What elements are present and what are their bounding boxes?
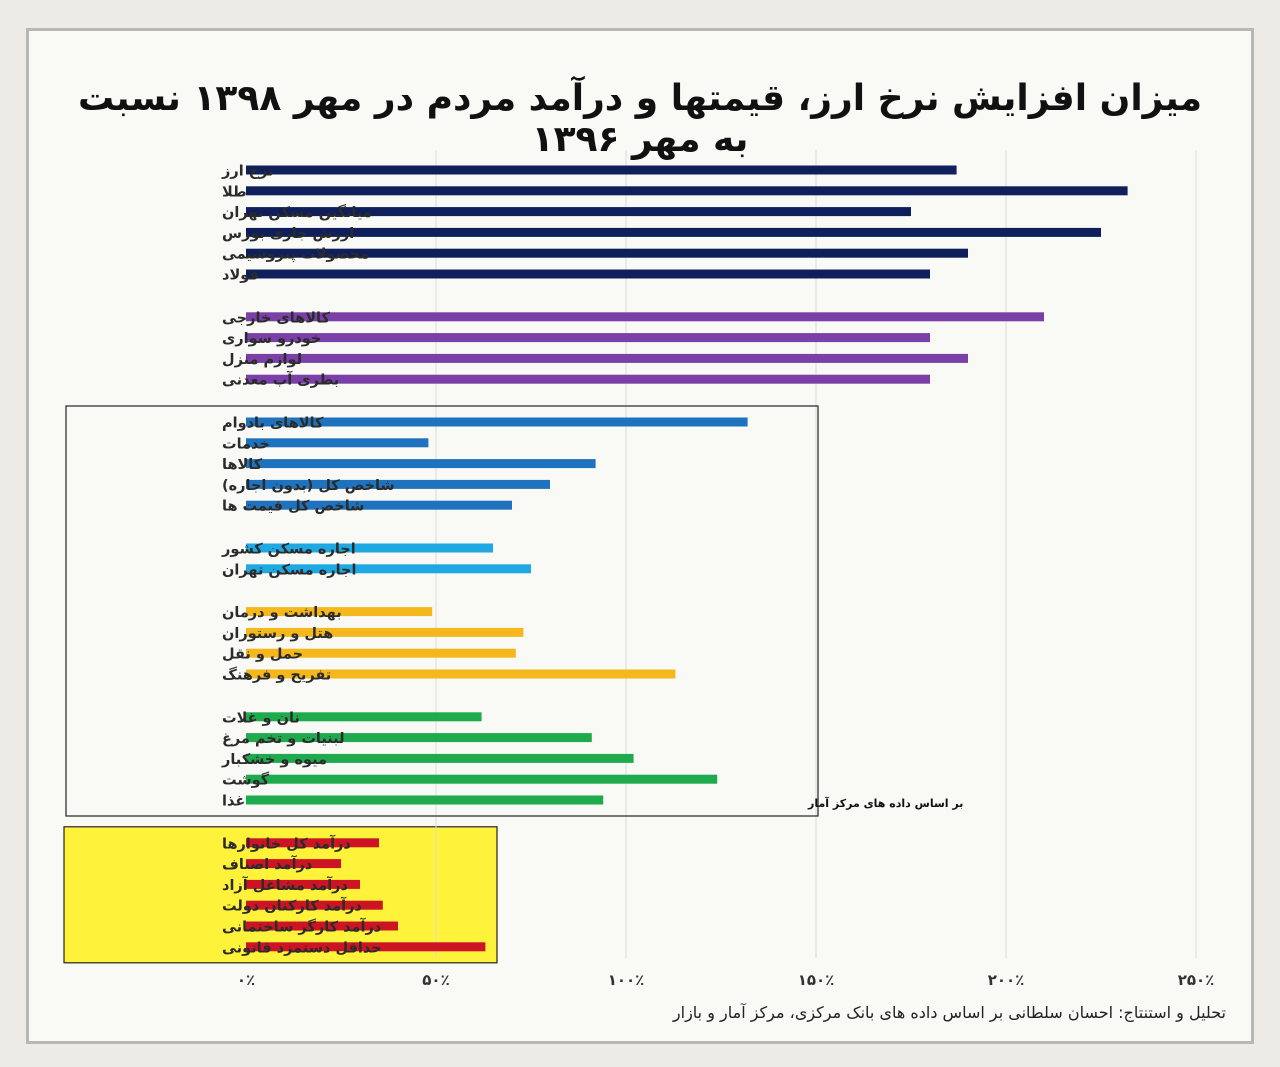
bar-label: حداقل دستمزد قانونی [222, 940, 382, 956]
x-tick-label: ۲۵۰٪ [1178, 971, 1215, 989]
bar [246, 774, 718, 784]
bar-label: کالاها [222, 457, 263, 473]
bar-label: میوه و خشکبار [221, 752, 327, 768]
bar [246, 648, 516, 658]
bar-label: درآمد اصناف [222, 855, 312, 873]
bar-label: حمل و نقل [222, 647, 303, 663]
bar [246, 795, 604, 805]
bar-label: درآمد کل خانوارها [222, 834, 351, 852]
x-tick-label: ۱۰۰٪ [608, 971, 645, 989]
bar-label: شاخص کل (بدون اجاره) [222, 478, 395, 494]
bar [246, 374, 930, 384]
bar [246, 186, 1128, 196]
bar [246, 712, 482, 722]
bar-label: طلا [222, 184, 247, 200]
bar [246, 500, 512, 510]
bar [246, 607, 433, 617]
bar [246, 207, 911, 217]
income-highlight-box [63, 826, 498, 964]
bar [246, 733, 592, 743]
bar [246, 564, 531, 574]
bar [246, 669, 676, 679]
bar-label: بطری آب معدنی [222, 371, 339, 389]
bar-label: میانگین مسکن تهران [222, 203, 372, 221]
boxed-region [65, 405, 819, 817]
bar-label: درآمد کارگر ساختمانی [222, 918, 381, 936]
bar-label: فولاد [222, 268, 259, 284]
bar [246, 248, 968, 258]
bar [246, 417, 748, 427]
bar [246, 543, 493, 553]
bar [246, 459, 596, 469]
bar [246, 900, 383, 910]
x-tick-label: ۵۰٪ [422, 971, 449, 989]
bar-label: خدمات [222, 436, 270, 452]
bar-label: ارزش جاری بورس [222, 226, 354, 242]
bar [246, 879, 360, 889]
bar-label: کالاهای بادوام [222, 416, 324, 432]
bar-label: محصولات پتروشیمی [222, 247, 369, 263]
x-tick-label: ۱۵۰٪ [798, 971, 835, 989]
bar-label: لبنیات و تخم مرغ [222, 731, 345, 747]
bar [246, 838, 379, 848]
bar-label: نرخ ارز [221, 164, 274, 180]
bar [246, 312, 1044, 322]
bar-label: لوازم منزل [222, 352, 302, 368]
bar [246, 227, 1101, 237]
grid-lines [435, 150, 1197, 958]
bar [246, 479, 550, 489]
bar [246, 333, 930, 343]
bar [246, 942, 486, 952]
bar-label: تفریح و فرهنگ [222, 666, 331, 684]
bar [246, 269, 930, 279]
bar [246, 353, 968, 363]
bar-label: کالاهای خارجی [222, 310, 330, 326]
bar-label: درآمد مشاغل آزاد [222, 876, 348, 894]
bar-label: شاخص کل قیمت ها [222, 499, 364, 515]
bar-label: نان و غلات [222, 710, 300, 726]
bar-label: بهداشت و درمان [222, 605, 342, 621]
bar-label: خودرو سواری [222, 331, 321, 347]
bar-label: اجاره مسکن کشور [221, 542, 356, 558]
bar-label: گوشت [222, 771, 270, 789]
bar [246, 165, 957, 175]
bar-label: هتل و رستوران [222, 626, 333, 642]
bar [246, 438, 429, 448]
bar [246, 921, 398, 931]
bar-label: درآمد کارکنان دولت [222, 897, 362, 915]
bar-label: غذا [222, 794, 245, 810]
bar [246, 753, 634, 763]
footer-credit: تحلیل و استنتاج: احسان سلطانی بر اساس دا… [672, 1003, 1226, 1022]
bar-label: اجاره مسکن تهران [222, 562, 356, 578]
chart-title: میزان افزایش نرخ ارز، قیمتها و درآمد مرد… [77, 78, 1203, 160]
boxed-region-note: بر اساس داده های مرکز آمار [807, 796, 963, 810]
x-tick-label: ۲۰۰٪ [988, 971, 1025, 989]
bar [246, 859, 341, 869]
bar [246, 627, 524, 637]
x-tick-label: ۰٪ [237, 971, 255, 989]
